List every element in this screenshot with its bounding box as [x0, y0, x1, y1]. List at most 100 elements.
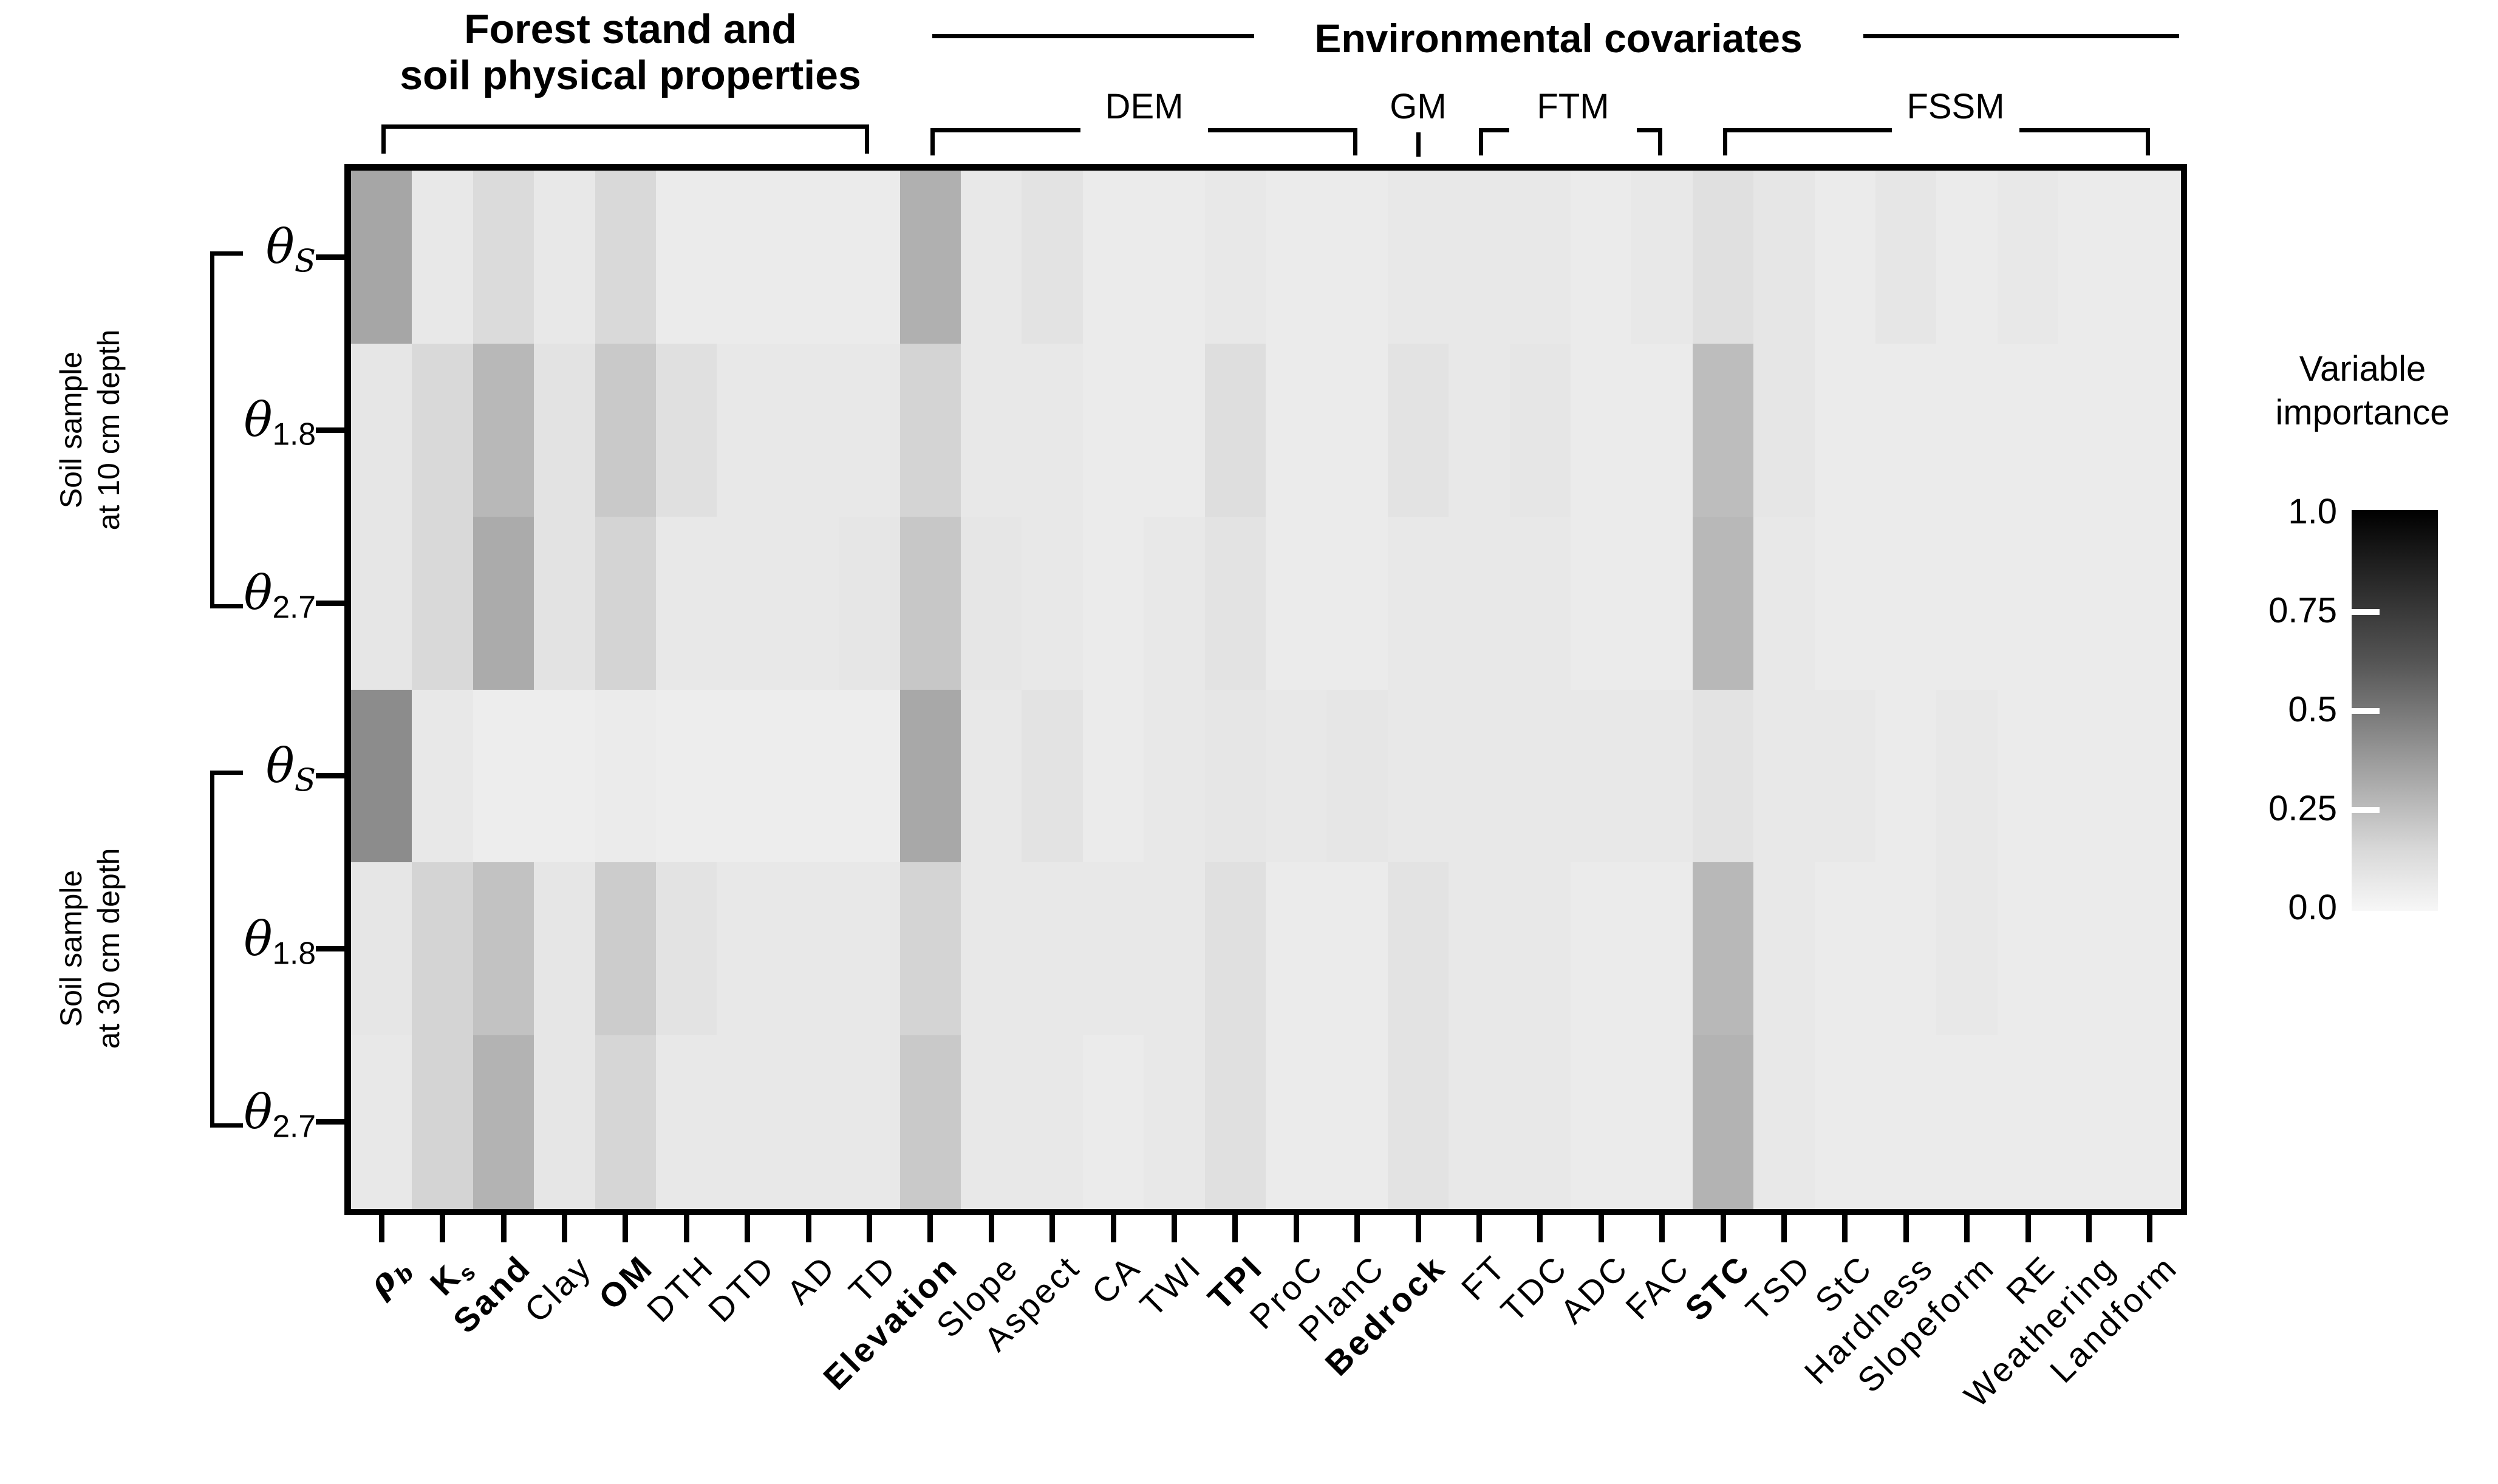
x-axis-tick — [1293, 1213, 1299, 1242]
heatmap-cell — [1509, 516, 1571, 690]
heatmap-cell — [1326, 516, 1388, 690]
heatmap-cell — [839, 862, 901, 1036]
forest-bracket-left-tick — [381, 124, 386, 154]
heatmap-cell — [1022, 862, 1083, 1036]
x-axis-tick — [1781, 1213, 1787, 1242]
x-axis-tick — [1842, 1213, 1848, 1242]
heatmap-cell — [1144, 689, 1206, 863]
heatmap-cell — [1387, 862, 1450, 1036]
heatmap-cell — [2119, 343, 2181, 517]
heatmap-cell — [1144, 343, 1206, 517]
fssm-bracket-line-right — [2019, 128, 2150, 132]
subgroup-label-fssm: FSSM — [1906, 87, 2005, 126]
heatmap-cell — [534, 516, 596, 690]
heatmap-cell — [961, 171, 1023, 344]
heatmap-cell — [1692, 862, 1755, 1036]
x-axis-tick — [866, 1213, 872, 1242]
legend-tick-0.25: 0.25 — [2268, 789, 2337, 828]
heatmap-cell — [1936, 171, 1998, 344]
heatmap-cell — [1326, 171, 1388, 344]
heatmap-cell — [1814, 1035, 1876, 1209]
heatmap-cell — [351, 862, 413, 1036]
heatmap-cell — [1266, 516, 1328, 690]
heatmap-cell — [351, 689, 413, 863]
heatmap-cell — [534, 862, 596, 1036]
heatmap-cell — [1814, 862, 1876, 1036]
heatmap-cell — [2058, 343, 2120, 517]
heatmap-cell — [1449, 171, 1510, 344]
y-axis-tick — [316, 1119, 345, 1125]
x-axis-tick — [623, 1213, 629, 1242]
heatmap-cell — [1814, 689, 1876, 863]
heatmap-cell — [1936, 343, 1998, 517]
heatmap-cell — [899, 1035, 961, 1209]
heatmap-cell — [1326, 343, 1388, 517]
x-axis-tick — [2025, 1213, 2031, 1242]
legend-title-line2: importance — [2275, 393, 2450, 432]
subgroup-label-gm: GM — [1390, 87, 1447, 126]
heatmap-cell — [717, 862, 779, 1036]
heatmap-cell — [2119, 516, 2181, 690]
dem-bracket-left-tick — [930, 128, 935, 155]
heatmap-cell — [1449, 1035, 1510, 1209]
subgroup-label-dem: DEM — [1105, 87, 1184, 126]
legend-title-line1: Variable — [2299, 349, 2426, 389]
heatmap-cell — [1509, 862, 1571, 1036]
heatmap-cell — [1022, 689, 1083, 863]
heatmap-cell — [1936, 862, 1998, 1036]
x-axis-tick — [1049, 1213, 1056, 1242]
y-axis-label-subscript: S — [294, 243, 316, 280]
heatmap-cell — [1997, 862, 2059, 1036]
row-group-bracket-1 — [210, 770, 214, 1128]
heatmap-cell — [2119, 1035, 2181, 1209]
heatmap-cell — [839, 516, 901, 690]
heatmap-cell — [1875, 862, 1937, 1036]
x-axis-tick — [1598, 1213, 1604, 1242]
heatmap-cell — [1571, 1035, 1633, 1209]
heatmap-cell — [961, 343, 1023, 517]
y-axis-label-theta: θ — [244, 1084, 273, 1140]
heatmap-cell — [1997, 516, 2059, 690]
heatmap-cell — [2058, 516, 2120, 690]
heatmap-cell — [351, 516, 413, 690]
x-axis-tick — [500, 1213, 507, 1242]
heatmap-cell — [1997, 1035, 2059, 1209]
x-axis-tick — [805, 1213, 811, 1242]
heatmap-cell — [656, 171, 718, 344]
legend-notch-075 — [2352, 609, 2380, 615]
heatmap-cell — [961, 862, 1023, 1036]
heatmap-cell — [351, 171, 413, 344]
x-axis-tick — [1171, 1213, 1177, 1242]
y-axis-label-theta: θ — [244, 566, 273, 621]
fssm-bracket-line-left — [1723, 128, 1892, 132]
forest-bracket-line — [381, 124, 870, 129]
x-axis-tick — [440, 1213, 446, 1242]
heatmap-cell — [1387, 171, 1450, 344]
heatmap-cell — [1022, 343, 1083, 517]
heatmap-cell — [656, 516, 718, 690]
forest-group-title-line2: soil physical properties — [400, 52, 861, 98]
forest-bracket-right-tick — [865, 124, 870, 154]
heatmap-cell — [2119, 171, 2181, 344]
heatmap-cell — [1266, 1035, 1328, 1209]
row-group-bracket-0-top-arm — [210, 251, 243, 256]
heatmap-cell — [1875, 516, 1937, 690]
heatmap-cell — [1753, 1035, 1815, 1209]
x-axis-tick — [1415, 1213, 1421, 1242]
fssm-bracket-left-tick — [1723, 128, 1727, 155]
heatmap-cell — [1631, 343, 1693, 517]
heatmap-cell — [1144, 171, 1206, 344]
heatmap-cell — [1814, 516, 1876, 690]
heatmap-cell — [534, 689, 596, 863]
forest-group-title: Forest stand and soil physical propertie… — [321, 6, 940, 98]
heatmap-cell — [1631, 1035, 1693, 1209]
y-axis-label-theta: θ — [265, 220, 295, 275]
heatmap-cell — [412, 516, 474, 690]
heatmap-cell — [473, 862, 535, 1036]
heatmap-cell — [1571, 516, 1633, 690]
heatmap-cell — [777, 862, 840, 1036]
heatmap-cell — [899, 862, 961, 1036]
x-axis-tick — [1232, 1213, 1238, 1242]
heatmap-cell — [1875, 171, 1937, 344]
heatmap-cell — [2058, 1035, 2120, 1209]
